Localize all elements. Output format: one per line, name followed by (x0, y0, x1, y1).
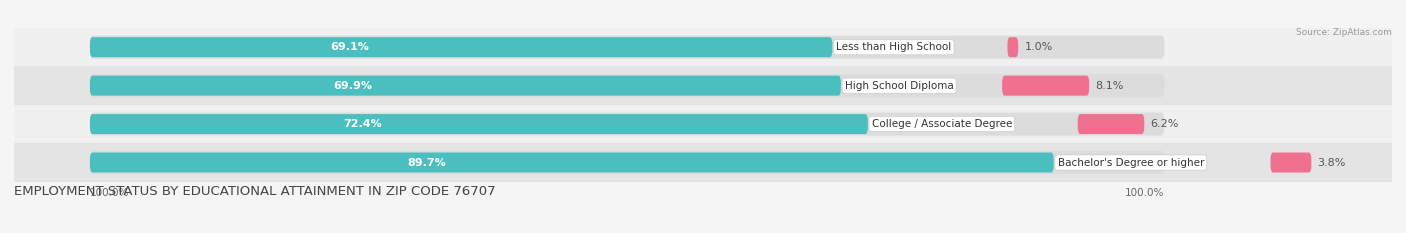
Bar (14, 66, 1392, 105)
Text: High School Diploma: High School Diploma (845, 81, 953, 91)
Text: 100.0%: 100.0% (1125, 188, 1164, 198)
Text: 89.7%: 89.7% (408, 158, 447, 168)
Text: 69.9%: 69.9% (333, 81, 373, 91)
Text: 6.2%: 6.2% (1150, 119, 1180, 129)
FancyBboxPatch shape (90, 37, 832, 57)
Bar (14, 28, 1392, 66)
Text: Source: ZipAtlas.com: Source: ZipAtlas.com (1296, 28, 1392, 37)
Text: Bachelor's Degree or higher: Bachelor's Degree or higher (1057, 158, 1204, 168)
Text: 100.0%: 100.0% (90, 188, 129, 198)
Text: 1.0%: 1.0% (1025, 42, 1053, 52)
FancyBboxPatch shape (90, 113, 1164, 136)
FancyBboxPatch shape (1008, 37, 1018, 57)
Bar (14, 143, 1392, 182)
Text: 3.8%: 3.8% (1317, 158, 1346, 168)
Text: EMPLOYMENT STATUS BY EDUCATIONAL ATTAINMENT IN ZIP CODE 76707: EMPLOYMENT STATUS BY EDUCATIONAL ATTAINM… (14, 185, 496, 198)
FancyBboxPatch shape (90, 36, 1164, 59)
Bar (14, 105, 1392, 143)
FancyBboxPatch shape (90, 76, 841, 96)
Text: 8.1%: 8.1% (1095, 81, 1123, 91)
Text: Less than High School: Less than High School (837, 42, 952, 52)
FancyBboxPatch shape (1002, 76, 1090, 96)
Text: College / Associate Degree: College / Associate Degree (872, 119, 1012, 129)
FancyBboxPatch shape (90, 74, 1164, 97)
FancyBboxPatch shape (90, 151, 1164, 174)
FancyBboxPatch shape (90, 153, 1053, 172)
FancyBboxPatch shape (1271, 153, 1312, 172)
FancyBboxPatch shape (90, 114, 868, 134)
Text: 72.4%: 72.4% (343, 119, 381, 129)
Text: 69.1%: 69.1% (330, 42, 370, 52)
FancyBboxPatch shape (1077, 114, 1144, 134)
